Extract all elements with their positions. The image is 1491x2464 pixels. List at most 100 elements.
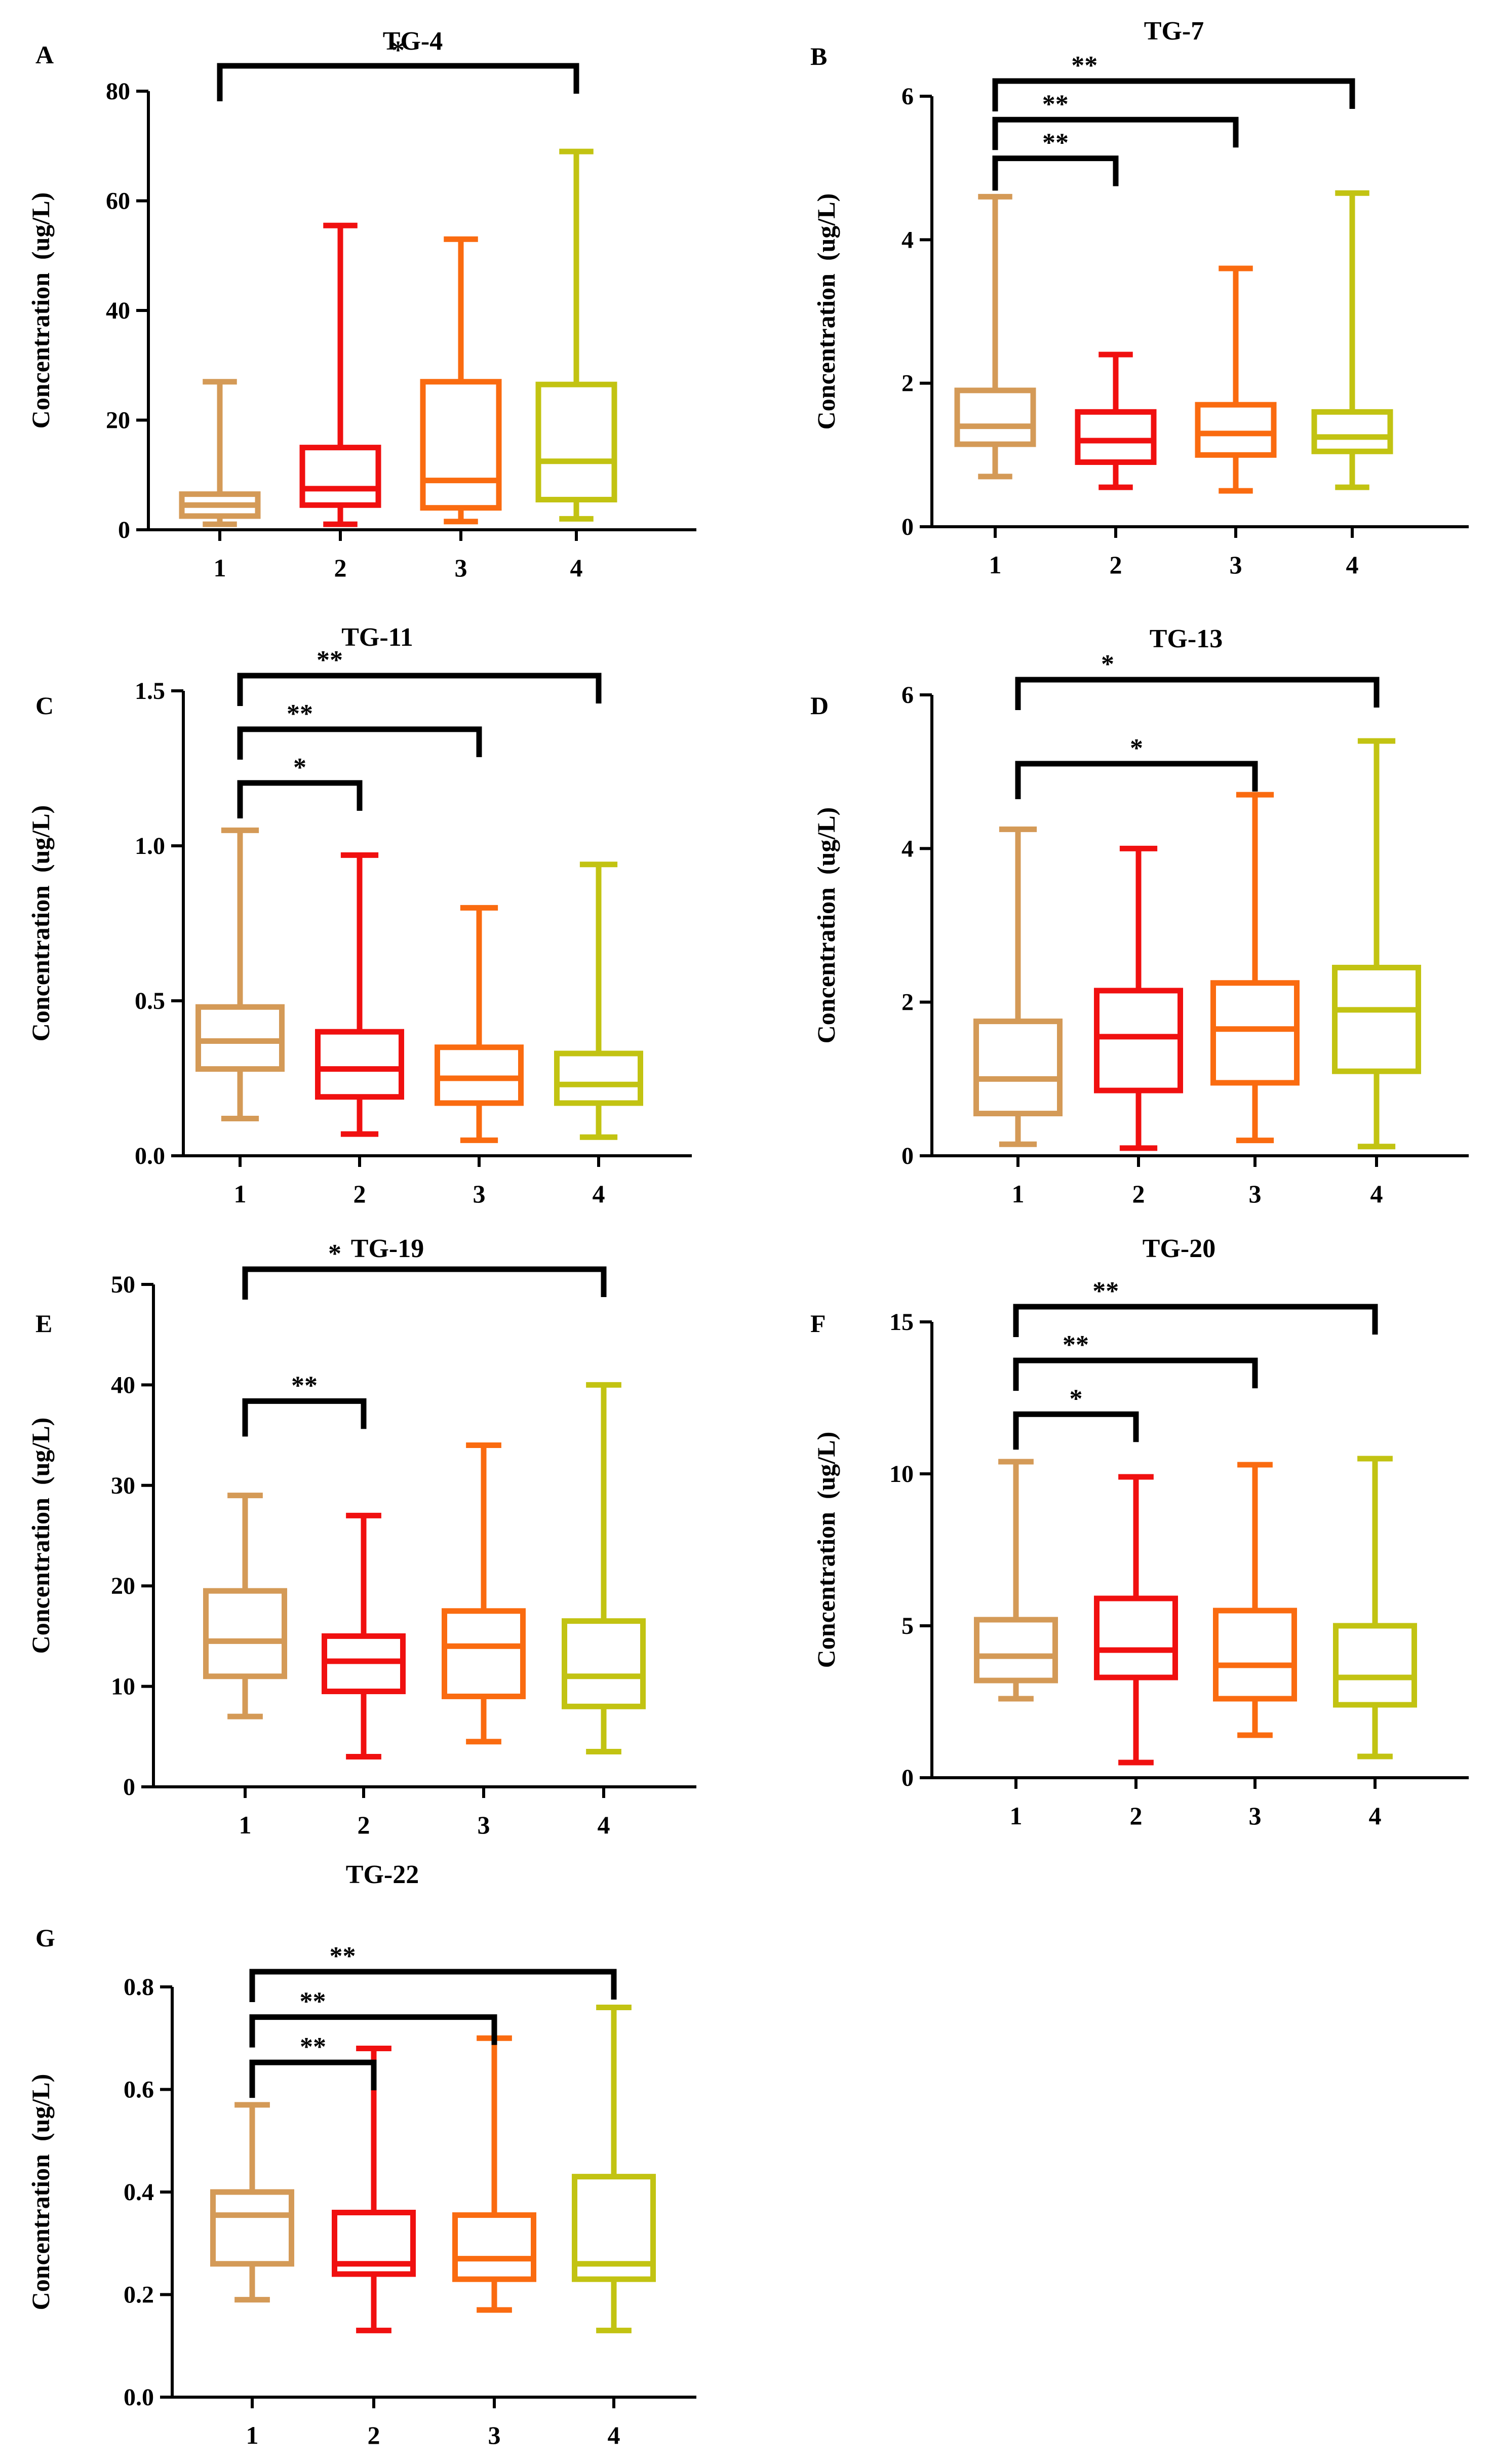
x-tick-label: 4 bbox=[1369, 1802, 1382, 1830]
box-iqr bbox=[535, 381, 617, 502]
y-tick-label: 0.0 bbox=[124, 2384, 154, 2411]
significance-label: ** bbox=[300, 1987, 326, 2016]
x-tick-label: 2 bbox=[358, 1811, 370, 1839]
chart-title: TG-22 bbox=[346, 1860, 419, 1889]
x-tick-label: 2 bbox=[354, 1180, 366, 1208]
chart-title: TG-19 bbox=[351, 1234, 424, 1263]
y-axis-label: Concentration (ug/L) bbox=[26, 2074, 55, 2311]
x-tick-label: 3 bbox=[1230, 551, 1242, 579]
significance-bracket bbox=[249, 2014, 497, 2048]
x-tick-label: 1 bbox=[1012, 1180, 1025, 1208]
significance-bracket bbox=[1013, 1304, 1378, 1337]
y-tick-label: 0 bbox=[901, 1765, 914, 1791]
y-tick-label: 0.4 bbox=[124, 2179, 154, 2206]
box-iqr bbox=[974, 1617, 1058, 1684]
panel-label: F bbox=[810, 1309, 826, 1338]
significance-bracket bbox=[992, 116, 1239, 150]
box-iqr bbox=[420, 379, 502, 511]
box-group-4 bbox=[1332, 738, 1421, 1150]
chart-title: TG-11 bbox=[341, 623, 413, 652]
y-tick-label: 20 bbox=[106, 407, 130, 434]
significance-label: ** bbox=[1042, 129, 1069, 158]
y-tick-label: 0.5 bbox=[135, 988, 165, 1014]
box-group-4 bbox=[1333, 1456, 1417, 1759]
box-group-2 bbox=[315, 852, 404, 1137]
box-iqr bbox=[1213, 1608, 1297, 1702]
significance-bracket bbox=[217, 63, 579, 101]
box-group-2 bbox=[1075, 351, 1157, 490]
panel-d: D TG-13 Concentration (ug/L) 0 2 4 6 1 2 3 4 * * bbox=[810, 624, 1469, 1208]
box-iqr bbox=[1311, 409, 1393, 454]
box-iqr bbox=[1333, 1623, 1417, 1708]
x-tick-label: 3 bbox=[455, 554, 467, 582]
significance-bracket bbox=[237, 726, 482, 760]
significance-bracket bbox=[242, 1266, 607, 1300]
box-group-1 bbox=[179, 379, 261, 527]
box-group-1 bbox=[195, 827, 285, 1122]
significance-label: * bbox=[293, 753, 306, 782]
y-tick-label: 40 bbox=[106, 297, 130, 324]
box-group-1 bbox=[210, 2102, 294, 2303]
y-axis-label: Concentration (ug/L) bbox=[26, 192, 55, 429]
box-group-3 bbox=[1213, 1462, 1297, 1738]
significance-label: ** bbox=[1042, 90, 1069, 119]
y-tick-label: 4 bbox=[901, 835, 914, 862]
y-tick-label: 15 bbox=[889, 1309, 914, 1336]
box-group-4 bbox=[554, 862, 643, 1140]
box-group-1 bbox=[954, 193, 1036, 480]
x-tick-label: 1 bbox=[214, 554, 226, 582]
box-iqr bbox=[1210, 980, 1300, 1086]
y-axis-label: Concentration (ug/L) bbox=[812, 193, 840, 430]
x-tick-label: 1 bbox=[989, 551, 1002, 579]
x-tick-label: 1 bbox=[1010, 1802, 1023, 1830]
significance-bracket bbox=[1013, 1357, 1258, 1391]
box-group-3 bbox=[452, 2035, 536, 2313]
box-iqr bbox=[973, 1019, 1063, 1117]
y-tick-label: 10 bbox=[889, 1461, 914, 1488]
x-tick-label: 2 bbox=[334, 554, 347, 582]
chart-title: TG-13 bbox=[1150, 624, 1223, 653]
y-tick-label: 0.8 bbox=[124, 1974, 154, 2001]
significance-bracket bbox=[249, 2059, 377, 2098]
significance-bracket bbox=[237, 780, 363, 818]
box-group-4 bbox=[572, 2005, 656, 2333]
box-group-3 bbox=[442, 1442, 526, 1745]
significance-label: ** bbox=[1092, 1277, 1119, 1306]
x-tick-label: 1 bbox=[234, 1180, 247, 1208]
box-group-3 bbox=[1210, 792, 1300, 1144]
box-group-3 bbox=[435, 905, 524, 1143]
x-tick-label: 2 bbox=[368, 2421, 380, 2449]
y-tick-label: 80 bbox=[106, 78, 130, 105]
significance-label: * bbox=[1101, 650, 1114, 679]
panel-label: A bbox=[35, 41, 54, 69]
y-tick-label: 10 bbox=[111, 1673, 135, 1700]
y-tick-label: 30 bbox=[111, 1472, 135, 1499]
y-tick-label: 0 bbox=[123, 1774, 135, 1801]
box-iqr bbox=[452, 2212, 536, 2282]
y-tick-label: 0.2 bbox=[124, 2282, 154, 2309]
box-iqr bbox=[203, 1588, 287, 1679]
x-tick-label: 3 bbox=[1249, 1180, 1262, 1208]
significance-bracket bbox=[249, 1969, 617, 2002]
x-tick-label: 4 bbox=[608, 2421, 620, 2449]
y-tick-label: 4 bbox=[901, 226, 914, 253]
panel-label: E bbox=[35, 1309, 52, 1338]
chart-title: TG-20 bbox=[1143, 1234, 1215, 1263]
box-group-1 bbox=[203, 1493, 287, 1719]
box-iqr bbox=[195, 1004, 285, 1072]
box-group-1 bbox=[974, 1459, 1058, 1702]
chart-title: TG-7 bbox=[1144, 17, 1204, 46]
box-iqr bbox=[442, 1608, 526, 1699]
x-tick-label: 4 bbox=[598, 1811, 610, 1839]
box-group-2 bbox=[1094, 845, 1183, 1151]
panel-a: A TG-4 Concentration (ug/L) 0 20 40 60 80 1 2 3 4 * bbox=[26, 27, 696, 582]
y-axis-label: Concentration (ug/L) bbox=[812, 1432, 840, 1668]
y-tick-label: 50 bbox=[111, 1271, 135, 1298]
significance-label: ** bbox=[330, 1942, 356, 1971]
box-group-2 bbox=[332, 2046, 416, 2333]
y-tick-label: 2 bbox=[901, 370, 914, 397]
panel-g: G TG-22 Concentration (ug/L) 0.0 0.2 0.4 0.6 0.… bbox=[26, 1860, 696, 2449]
x-tick-label: 1 bbox=[246, 2421, 259, 2449]
panel-label: D bbox=[810, 691, 829, 720]
